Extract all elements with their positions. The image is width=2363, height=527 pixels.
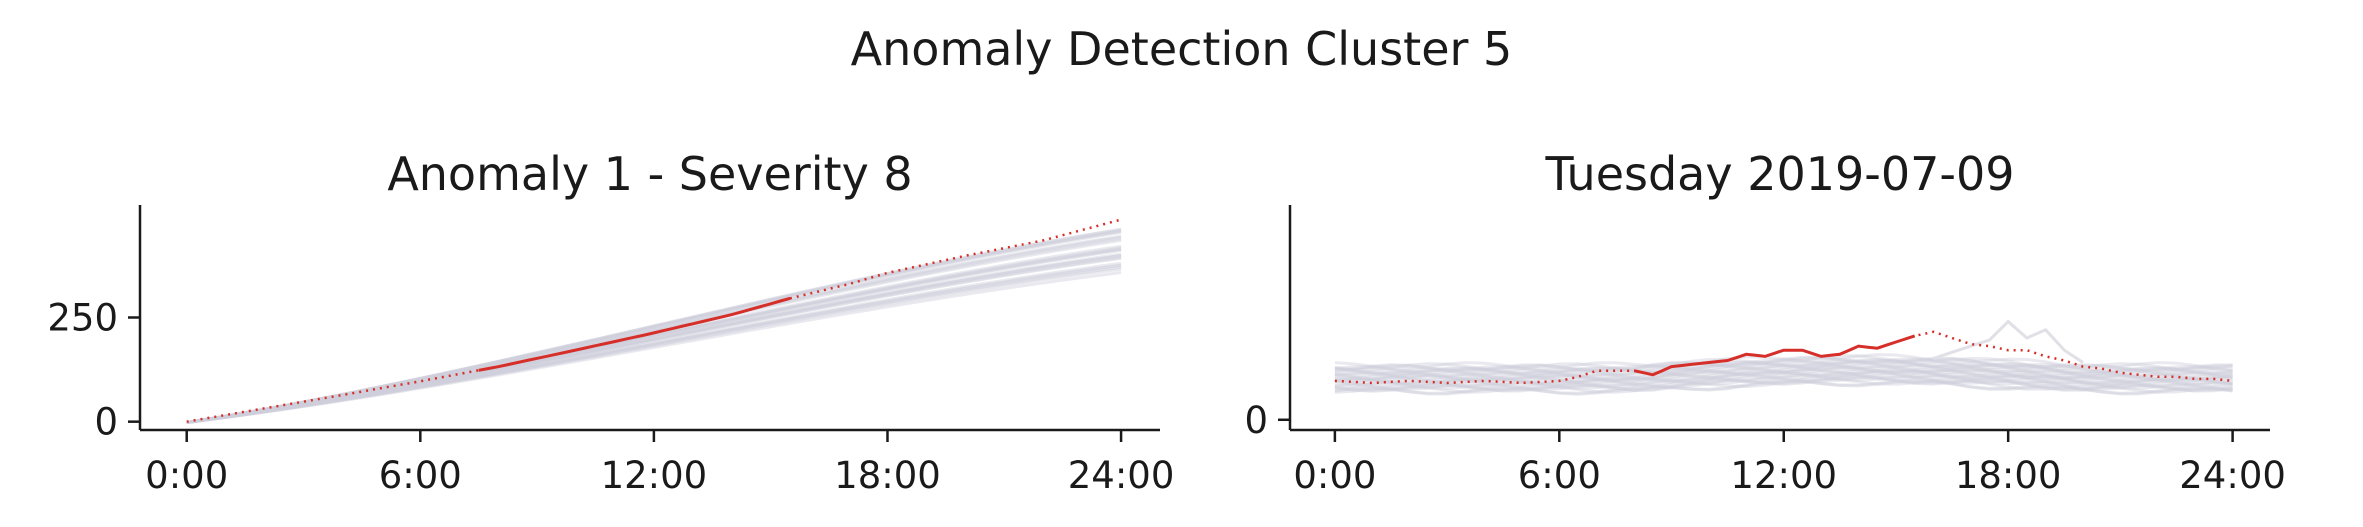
- background-series-line: [1334, 370, 2233, 389]
- background-series-line: [186, 229, 1122, 424]
- background-series-line: [186, 267, 1122, 424]
- background-series-line: [1334, 373, 2233, 391]
- highlight-series-dotted: [186, 218, 1122, 423]
- panel-title: Tuesday 2019-07-09: [1544, 147, 2014, 201]
- y-tick-label: 0: [1244, 399, 1268, 442]
- background-series-line: [186, 247, 1122, 424]
- background-series-line: [1334, 376, 2233, 394]
- background-series-line: [1334, 357, 2233, 375]
- background-series-line: [186, 248, 1122, 424]
- highlight-series-solid: [1633, 334, 1916, 377]
- x-tick-label: 12:00: [1730, 454, 1837, 497]
- background-series-line: [186, 237, 1122, 424]
- background-series-line: [1334, 353, 2233, 371]
- background-series-line: [1334, 365, 2233, 383]
- x-tick-label: 24:00: [1068, 454, 1175, 497]
- chart-panel-tuesday: Tuesday 2019-07-09 0:00 6:00 12:00 18:00 24:0…: [1244, 147, 2285, 497]
- background-series-line: [186, 253, 1122, 424]
- background-series-line: [186, 254, 1122, 424]
- background-series-line: [1334, 365, 2233, 383]
- background-series-line: [186, 228, 1122, 424]
- x-tick-label: 0:00: [1293, 454, 1376, 497]
- y-tick-label: 250: [47, 297, 118, 340]
- background-series-line: [186, 271, 1122, 424]
- figure-title: Anomaly Detection Cluster 5: [850, 22, 1513, 76]
- y-tick-label: 0: [94, 401, 118, 444]
- x-tick-label: 0:00: [145, 454, 228, 497]
- background-series-group: [1334, 353, 2233, 396]
- background-series-line: [186, 227, 1122, 424]
- background-series-line: [1334, 364, 2233, 382]
- background-series-line: [1334, 367, 2233, 386]
- background-series-line: [1334, 375, 2233, 393]
- background-series-line: [186, 266, 1122, 424]
- background-series-line: [186, 229, 1122, 424]
- panel-title: Anomaly 1 - Severity 8: [387, 147, 912, 201]
- background-series-line: [186, 235, 1122, 424]
- background-series-line: [1334, 374, 2233, 393]
- x-tick-label: 6:00: [1518, 454, 1601, 497]
- background-series-line: [186, 256, 1122, 424]
- background-series-line: [1334, 367, 2233, 385]
- background-series-group: [186, 227, 1122, 424]
- background-series-line: [186, 256, 1122, 424]
- background-series-line: [186, 263, 1122, 424]
- x-tick-label: 24:00: [2179, 454, 2286, 497]
- background-series-line: [186, 234, 1122, 424]
- background-series-line: [1334, 359, 2233, 378]
- x-tick-label: 12:00: [601, 454, 708, 497]
- background-series-line: [1334, 368, 2233, 386]
- background-series-line: [1334, 369, 2233, 387]
- x-tick-label: 18:00: [1955, 454, 2062, 497]
- highlight-series-solid: [478, 296, 791, 372]
- background-series-line: [1334, 358, 2233, 377]
- background-series-line: [1334, 357, 2233, 376]
- x-tick-label: 18:00: [834, 454, 941, 497]
- outlier-series-line: [1932, 319, 2084, 364]
- background-series-line: [1334, 379, 2233, 396]
- background-series-line: [1334, 378, 2233, 395]
- x-tick-label: 6:00: [379, 454, 462, 497]
- background-series-line: [186, 246, 1122, 424]
- background-series-line: [186, 264, 1122, 424]
- background-series-line: [1334, 373, 2233, 390]
- background-series-line: [1334, 361, 2233, 379]
- background-series-line: [186, 261, 1122, 424]
- background-series-line: [186, 248, 1122, 424]
- chart-panel-anomaly: Anomaly 1 - Severity 8 0:00 6:00 12:00 18:00…: [47, 147, 1174, 497]
- background-series-line: [1334, 355, 2233, 373]
- background-series-line: [1334, 363, 2233, 381]
- background-series-line: [186, 252, 1122, 424]
- background-series-line: [186, 231, 1122, 424]
